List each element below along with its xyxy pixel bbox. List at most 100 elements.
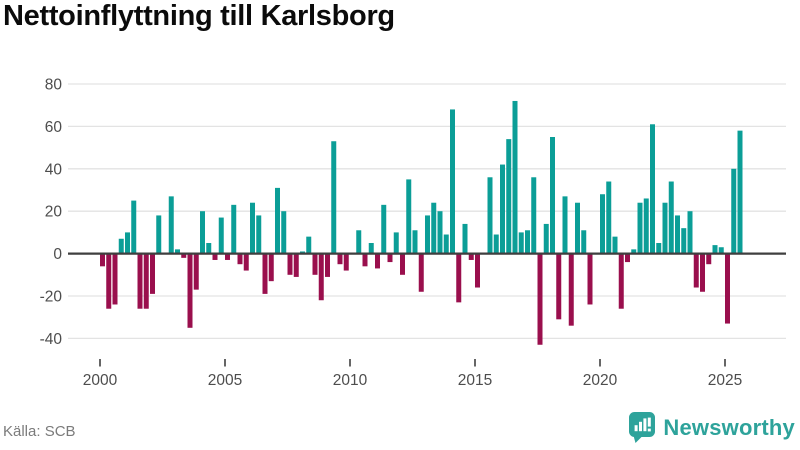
bar — [156, 215, 162, 254]
bar — [675, 215, 680, 254]
bar — [393, 232, 399, 254]
bar — [693, 253, 699, 288]
bar — [606, 181, 612, 254]
bar — [225, 253, 230, 260]
bar — [587, 253, 593, 305]
bar — [550, 137, 555, 254]
bar — [531, 177, 537, 254]
bar — [268, 253, 274, 282]
bar — [618, 253, 624, 309]
chart-footer: Källa: SCB Newsworthy — [0, 404, 800, 450]
bar — [237, 253, 243, 265]
bar — [137, 253, 143, 309]
y-tick-label: 80 — [45, 77, 63, 94]
bar — [425, 215, 430, 254]
y-tick-label: 0 — [53, 246, 62, 263]
bar — [418, 253, 424, 292]
y-tick-label: 20 — [45, 204, 63, 221]
bar — [475, 253, 480, 288]
bar — [718, 247, 724, 254]
bar — [700, 253, 705, 292]
bar — [600, 194, 605, 254]
bar — [275, 187, 280, 254]
bar — [356, 230, 362, 254]
x-tick-label: 2015 — [458, 372, 492, 389]
x-tick-label: 2005 — [208, 372, 242, 389]
bar — [681, 228, 687, 254]
bar — [537, 253, 543, 345]
bar — [200, 211, 205, 254]
y-tick-label: -40 — [40, 331, 63, 348]
x-tick-label: 2025 — [708, 372, 742, 389]
bar — [431, 202, 437, 254]
bar — [118, 238, 124, 254]
bar — [106, 253, 112, 309]
bar — [193, 253, 199, 290]
bar — [731, 168, 737, 254]
y-tick-label: 40 — [45, 161, 63, 178]
bar — [256, 215, 262, 254]
bar — [231, 204, 237, 254]
bar — [643, 198, 649, 254]
bar — [487, 177, 493, 254]
bar — [556, 253, 562, 320]
bar — [437, 211, 443, 254]
bar — [518, 232, 524, 254]
bar — [381, 204, 387, 254]
bar — [325, 253, 330, 277]
bar — [143, 253, 149, 309]
bar — [625, 253, 630, 263]
bar — [443, 234, 449, 254]
brand-wordmark: Newsworthy — [663, 414, 795, 440]
bar — [512, 100, 518, 254]
bar — [637, 202, 643, 254]
bar — [343, 253, 349, 271]
bar — [287, 253, 293, 275]
bar — [725, 253, 730, 324]
bar — [112, 253, 118, 305]
bar — [100, 253, 105, 267]
x-tick-label: 2010 — [333, 372, 368, 389]
bar — [212, 253, 218, 260]
bar — [306, 236, 312, 254]
chart-title: Nettoinflyttning till Karlsborg — [3, 0, 395, 32]
bar — [262, 253, 268, 294]
bar — [368, 243, 374, 254]
bar — [181, 253, 187, 258]
bar — [362, 253, 368, 267]
bar — [218, 217, 224, 254]
bar — [337, 253, 343, 265]
bar — [125, 232, 130, 254]
bar — [387, 253, 393, 263]
bar — [175, 249, 180, 254]
bar — [293, 253, 299, 277]
bar — [712, 245, 718, 254]
bar — [525, 230, 530, 254]
bar — [662, 202, 668, 254]
bar — [206, 243, 212, 254]
bar — [318, 253, 324, 301]
bar — [456, 253, 462, 303]
bar — [506, 139, 512, 254]
source-note: Källa: SCB — [3, 423, 76, 440]
bar — [687, 211, 693, 254]
bar — [375, 253, 380, 269]
bar — [493, 234, 499, 254]
bar — [168, 196, 174, 254]
bar — [650, 124, 655, 254]
bar — [450, 109, 455, 254]
bar — [581, 230, 587, 254]
bar — [187, 253, 193, 328]
bar — [412, 230, 418, 254]
bar — [406, 179, 412, 254]
bar — [706, 253, 712, 265]
y-tick-label: -20 — [40, 289, 63, 306]
y-tick-label: 60 — [45, 119, 63, 136]
bar — [631, 249, 637, 254]
newsworthy-logo[interactable]: Newsworthy — [628, 411, 795, 444]
bar-chart: 80 60 40 20 0 -20 -40 2000 2005 2010 2015 2020 2025 — [40, 77, 786, 389]
bar — [543, 223, 549, 254]
bar — [250, 202, 255, 254]
x-tick-label: 2020 — [583, 372, 618, 389]
